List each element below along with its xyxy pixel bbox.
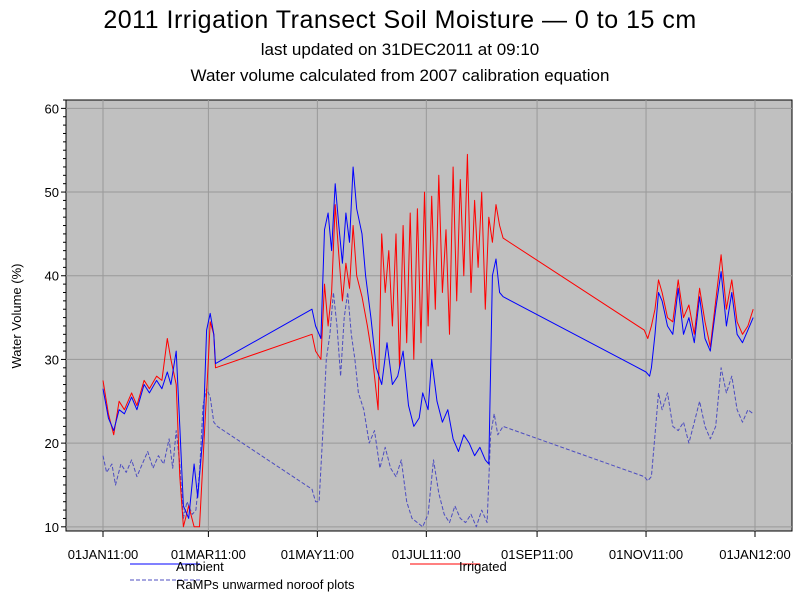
y-tick-label: 40	[45, 269, 59, 284]
series-line-ambient	[102, 166, 754, 519]
y-tick-label: 20	[45, 436, 59, 451]
x-tick-label: 01JUL11:00	[392, 547, 461, 562]
legend-label-irrigated: Irrigated	[459, 559, 507, 574]
chart-subtitle-calibration: Water volume calculated from 2007 calibr…	[190, 66, 610, 85]
chart-subtitle-updated: last updated on 31DEC2011 at 09:10	[260, 40, 540, 59]
plot-area	[65, 99, 793, 532]
x-tick-label: 01MAR11:00	[171, 547, 246, 562]
grid-lines	[66, 100, 792, 531]
axes: 10 20 30 40 50 60 01JAN11:00 01MAR11:00 01MAY11:…	[45, 99, 791, 562]
x-tick-label: 01NOV11:00	[609, 547, 683, 562]
y-tick-label: 60	[45, 101, 59, 116]
x-tick-label: 01JAN11:00	[68, 547, 139, 562]
x-tick-label: 01SEP11:00	[501, 547, 573, 562]
legend-label-ambient: Ambient	[176, 559, 224, 574]
x-tick-label: 01JAN12:00	[719, 547, 791, 562]
legend-label-ramps-unwarmed-noroof-plots: RaMPs unwarmed noroof plots	[176, 577, 355, 592]
y-tick-label: 30	[45, 352, 59, 367]
chart-title: 2011 Irrigation Transect Soil Moisture —…	[103, 6, 697, 34]
legend: Ambient Irrigated RaMPs unwarmed noroof pl…	[130, 559, 507, 592]
series-line-irrigated	[102, 153, 754, 528]
series-layer	[102, 153, 754, 528]
y-axis-label: Water Volume (%)	[9, 264, 24, 369]
series-line-ramps-unwarmed-noroof-plots	[102, 292, 754, 528]
y-tick-label: 10	[45, 520, 59, 535]
y-tick-label: 50	[45, 185, 59, 200]
x-tick-label: 01MAY11:00	[281, 547, 354, 562]
